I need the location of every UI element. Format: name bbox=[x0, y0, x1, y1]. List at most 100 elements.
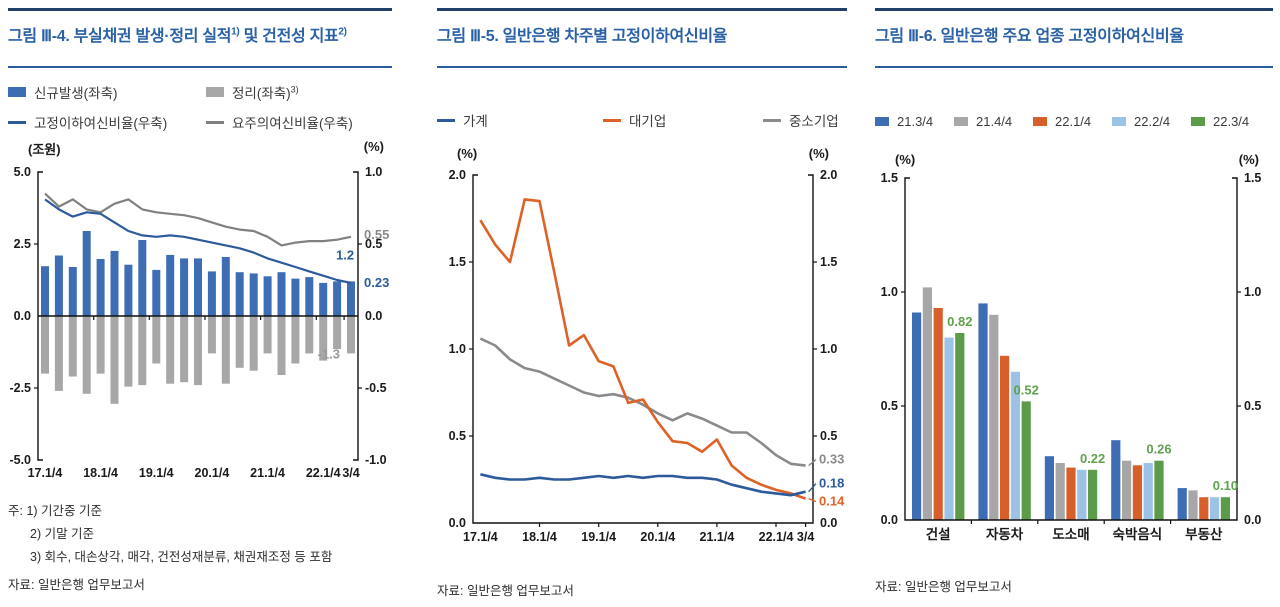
svg-text:2.0: 2.0 bbox=[449, 168, 466, 182]
svg-text:22.1/4: 22.1/4 bbox=[306, 466, 341, 480]
fig4-legend-item-precautionary: 요주의여신비율(우축) bbox=[206, 112, 353, 132]
fig6-chart-svg: 1.5 1.5 1.0 1.0 0.5 0.5 0.0 0.0 건설 자동차 도소매 숙박음식 부동산 0… bbox=[881, 171, 1262, 542]
fig6-legend-label: 21.3/4 bbox=[897, 114, 934, 129]
svg-text:19.1/4: 19.1/4 bbox=[139, 466, 174, 480]
fig5-legend-label: 중소기업 bbox=[789, 114, 839, 129]
svg-text:0.5: 0.5 bbox=[449, 429, 466, 443]
svg-text:19.1/4: 19.1/4 bbox=[581, 530, 616, 544]
svg-text:20.1/4: 20.1/4 bbox=[640, 530, 675, 544]
svg-text:0.5: 0.5 bbox=[881, 399, 898, 413]
svg-text:18.1/4: 18.1/4 bbox=[83, 466, 118, 480]
fig6-legend-label: 22.2/4 bbox=[1134, 114, 1171, 129]
bar-swatch-icon bbox=[206, 87, 224, 97]
svg-text:도소매: 도소매 bbox=[1052, 527, 1089, 542]
svg-text:1.5: 1.5 bbox=[820, 255, 837, 269]
fig4-note-3: 3) 회수, 대손상각, 매각, 건전성재분류, 채권재조정 등 포함 bbox=[30, 550, 333, 564]
fig4-title-text: 그림 Ⅲ-4. 부실채권 발생·정리 실적 bbox=[8, 28, 232, 45]
svg-text:0.0: 0.0 bbox=[365, 309, 382, 323]
fig5-top-rule bbox=[437, 8, 847, 11]
svg-text:0.5: 0.5 bbox=[820, 429, 837, 443]
svg-text:0.10: 0.10 bbox=[1213, 478, 1238, 493]
fig5-legend-item-household: 가계 bbox=[437, 110, 603, 130]
fig6-legend-item-2144: 21.4/4 bbox=[954, 114, 1033, 129]
fig5-legend-item-large-corp: 대기업 bbox=[603, 110, 763, 130]
svg-text:1.0: 1.0 bbox=[365, 165, 382, 179]
fig6-legend-item-2214: 22.1/4 bbox=[1033, 114, 1112, 129]
svg-text:22.1/4: 22.1/4 bbox=[759, 530, 794, 544]
fig4-unit-left: (조원) bbox=[28, 142, 61, 157]
svg-text:1.5: 1.5 bbox=[449, 255, 466, 269]
fig4-note-1: 주: 1) 기간중 기준 bbox=[8, 504, 103, 518]
svg-text:-2.5: -2.5 bbox=[9, 381, 31, 395]
fig5-legend-label: 가계 bbox=[463, 114, 488, 129]
svg-text:0.33: 0.33 bbox=[819, 452, 844, 467]
fig4-legend-label: 요주의여신비율(우축) bbox=[232, 116, 353, 131]
fig4-notes: 주: 1) 기간중 기준 2) 기말 기준 3) 회수, 대손상각, 매각, 건… bbox=[8, 500, 392, 569]
svg-text:21.1/4: 21.1/4 bbox=[700, 530, 735, 544]
svg-text:0.22: 0.22 bbox=[1080, 451, 1105, 466]
fig5-unit-left: (%) bbox=[457, 146, 478, 161]
fig6-legend-label: 21.4/4 bbox=[976, 114, 1013, 129]
svg-text:2.0: 2.0 bbox=[820, 168, 837, 182]
fig6-legend-item-2234: 22.3/4 bbox=[1191, 114, 1249, 129]
panel-fig4: 그림 Ⅲ-4. 부실채권 발생·정리 실적1) 및 건전성 지표2) 신규발생(… bbox=[8, 8, 392, 607]
fig4-legend: 신규발생(좌축) 정리(좌축)3) 고정이하여신비율(우축) 요주의여신비율(우… bbox=[8, 82, 392, 142]
fig6-unit-left: (%) bbox=[895, 152, 916, 167]
fig6-legend-label: 22.3/4 bbox=[1213, 114, 1250, 129]
svg-text:0.0: 0.0 bbox=[449, 516, 466, 530]
svg-text:0.5: 0.5 bbox=[365, 237, 382, 251]
fig4-title: 그림 Ⅲ-4. 부실채권 발생·정리 실적1) 및 건전성 지표2) bbox=[8, 22, 392, 46]
bar-swatch-icon bbox=[875, 117, 889, 126]
fig5-unit-right: (%) bbox=[808, 146, 829, 161]
svg-text:17.1/4: 17.1/4 bbox=[28, 466, 63, 480]
svg-text:0.0: 0.0 bbox=[1244, 513, 1261, 527]
svg-text:숙박음식: 숙박음식 bbox=[1113, 526, 1163, 542]
fig4-source: 자료: 일반은행 업무보고서 bbox=[8, 578, 145, 592]
svg-text:건설: 건설 bbox=[926, 526, 951, 542]
fig6-title-rule bbox=[875, 66, 1273, 68]
fig5-legend: 가계 대기업 중소기업 bbox=[437, 110, 847, 140]
fig4-top-rule bbox=[8, 8, 392, 11]
fig5-legend-label: 대기업 bbox=[629, 114, 667, 129]
fig6-legend-item-2134: 21.3/4 bbox=[875, 114, 954, 129]
fig4-legend-label: 신규발생(좌축) bbox=[34, 86, 118, 101]
fig5-legend-item-sme: 중소기업 bbox=[763, 110, 839, 130]
svg-text:0.0: 0.0 bbox=[820, 516, 837, 530]
fig4-title-rule bbox=[8, 66, 392, 68]
fig4-legend-label: 고정이하여신비율(우축) bbox=[34, 116, 168, 131]
svg-text:-5.0: -5.0 bbox=[9, 453, 31, 467]
svg-text:3/4: 3/4 bbox=[797, 530, 814, 544]
fig4-legend-item-resolved: 정리(좌축)3) bbox=[206, 82, 299, 102]
svg-text:1.0: 1.0 bbox=[1244, 285, 1261, 299]
svg-text:0.14: 0.14 bbox=[819, 494, 845, 509]
svg-text:-1.3: -1.3 bbox=[318, 346, 340, 361]
svg-text:0.5: 0.5 bbox=[1244, 399, 1261, 413]
fig4-note-2: 2) 기말 기준 bbox=[30, 527, 95, 541]
svg-text:17.1/4: 17.1/4 bbox=[463, 530, 498, 544]
fig6-legend-label: 22.1/4 bbox=[1055, 114, 1092, 129]
svg-text:-1.0: -1.0 bbox=[365, 453, 387, 467]
line-swatch-icon bbox=[437, 118, 455, 122]
fig6-unit-right: (%) bbox=[1238, 152, 1259, 167]
fig4-unit-right: (%) bbox=[363, 139, 384, 154]
fig6-source: 자료: 일반은행 업무보고서 bbox=[875, 580, 1012, 594]
fig4-title-sup2: 2) bbox=[338, 26, 347, 38]
line-swatch-icon bbox=[206, 120, 224, 124]
svg-text:18.1/4: 18.1/4 bbox=[522, 530, 557, 544]
fig5-chart-svg: 2.0 2.01.5 1.51.0 1.00.5 0.50.0 0.017.1/4 18.1… bbox=[449, 168, 845, 544]
svg-text:0.26: 0.26 bbox=[1146, 442, 1171, 457]
svg-text:0.52: 0.52 bbox=[1014, 382, 1039, 397]
svg-text:1.2: 1.2 bbox=[336, 247, 354, 262]
fig5-source: 자료: 일반은행 업무보고서 bbox=[437, 584, 574, 598]
bar-swatch-icon bbox=[1033, 117, 1047, 126]
line-swatch-icon bbox=[763, 118, 781, 122]
svg-text:0.0: 0.0 bbox=[881, 513, 898, 527]
svg-text:부동산: 부동산 bbox=[1185, 526, 1223, 542]
svg-text:1.0: 1.0 bbox=[449, 342, 466, 356]
line-swatch-icon bbox=[8, 120, 26, 124]
fig4-title-text2: 및 건전성 지표 bbox=[239, 28, 339, 45]
svg-text:21.1/4: 21.1/4 bbox=[250, 466, 285, 480]
svg-text:0.23: 0.23 bbox=[364, 275, 389, 290]
fig4-legend-item-substandard: 고정이하여신비율(우축) bbox=[8, 112, 206, 132]
